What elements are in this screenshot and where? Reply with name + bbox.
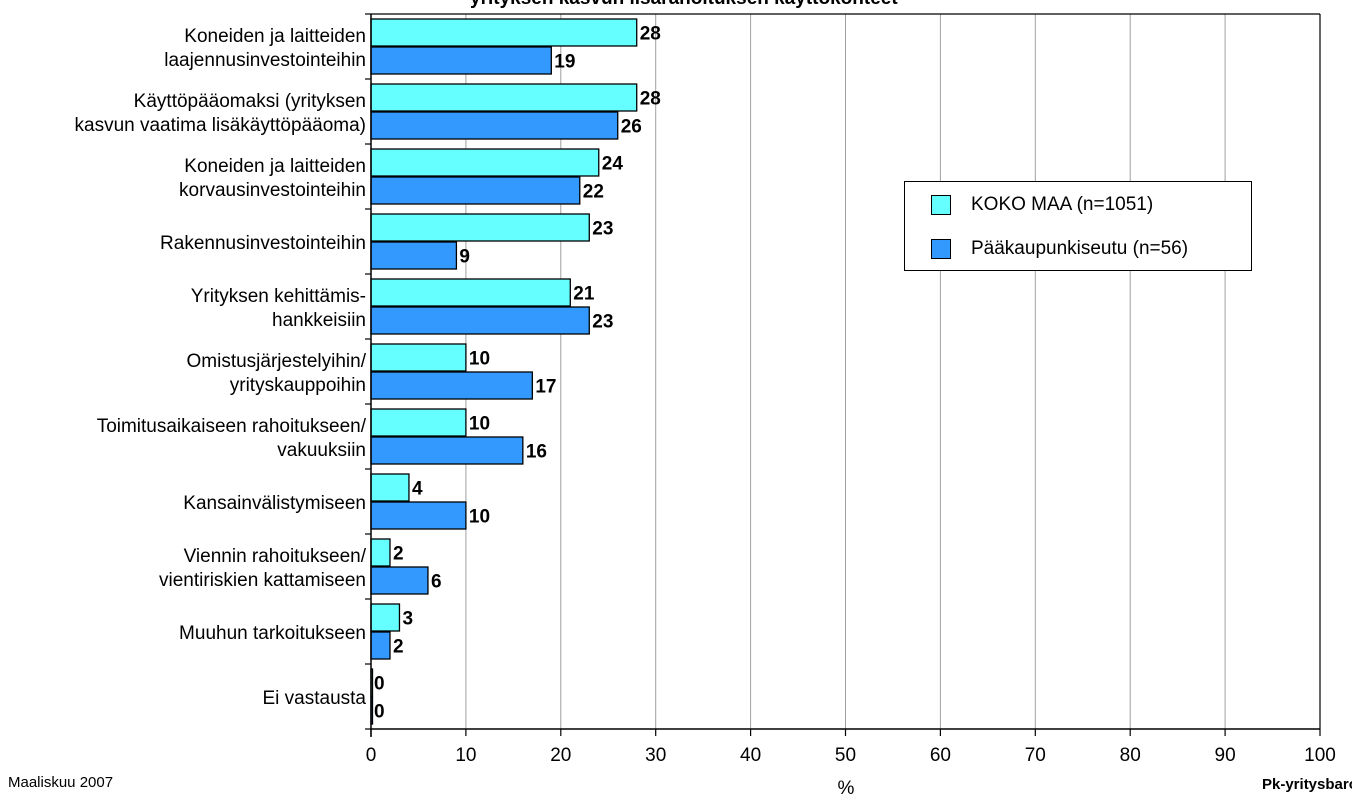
bar-koko-maa (370, 603, 401, 632)
data-label: 23 (592, 219, 613, 240)
category-label-line: Toimitusaikaiseen rahoitukseen/ (96, 415, 366, 437)
bar-paakaupunkiseutu (370, 176, 581, 205)
bar-paakaupunkiseutu (370, 436, 524, 465)
category-label-line: Käyttöpääomaksi (yrityksen (133, 90, 366, 112)
data-label: 10 (469, 507, 490, 528)
data-label: 26 (621, 117, 642, 138)
category-label-line: korvausinvestointeihin (179, 179, 366, 201)
category-label-line: Koneiden ja laitteiden (184, 155, 366, 177)
category-label-line: hankkeisiin (272, 309, 366, 331)
x-tick-label: 70 (1025, 745, 1046, 766)
data-label: 21 (573, 284, 595, 305)
footer-date: Maaliskuu 2007 (8, 774, 114, 791)
data-label: 10 (469, 414, 490, 435)
legend-swatch-paakaupunkiseutu (931, 239, 951, 259)
x-tick-label: 40 (740, 745, 761, 766)
category-label: Koneiden ja laitteiden korvausinvestointe… (0, 155, 366, 203)
data-label: 16 (526, 442, 547, 463)
x-tick-label: 20 (550, 745, 571, 766)
bar-paakaupunkiseutu (370, 306, 590, 335)
legend-label-koko-maa: KOKO MAA (n=1051) (971, 194, 1154, 215)
x-axis-label: % (838, 778, 855, 794)
category-label: Omistusjärjestelyihin/yrityskauppoihin (0, 350, 367, 398)
data-label: 2 (393, 544, 404, 565)
data-label: 22 (583, 182, 604, 203)
data-label: 24 (602, 154, 624, 175)
bar-paakaupunkiseutu (370, 501, 467, 530)
category-label: Yrityksen kehittämis-hankkeisiin (0, 285, 366, 333)
bar-koko-maa (370, 148, 600, 177)
x-tick-label: 0 (366, 745, 377, 766)
category-label-line: Rakennusinvestointeihin (160, 232, 366, 254)
category-label: Toimitusaikaiseen rahoitukseen/vakuuksii… (0, 415, 366, 463)
legend-label-paakaupunkiseutu: Pääkaupunkiseutu (n=56) (971, 238, 1189, 259)
x-tick-label: 50 (835, 745, 856, 766)
x-tick-label: 90 (1215, 745, 1236, 766)
bar-paakaupunkiseutu (370, 46, 552, 75)
bar-koko-maa (370, 473, 410, 502)
data-label: 3 (402, 609, 413, 630)
data-label: 28 (640, 24, 661, 45)
footer-source: Pk-yritysbarometri (1262, 776, 1352, 793)
data-label: 23 (592, 312, 613, 333)
data-label: 19 (554, 52, 575, 73)
category-label-line: Kansainvälistymiseen (183, 492, 366, 514)
category-label-line: yrityskauppoihin (229, 374, 366, 396)
bar-koko-maa (370, 18, 638, 47)
legend-item-1: KOKO MAA (n=1051) (931, 194, 1153, 216)
category-label-line: Koneiden ja laitteiden (184, 25, 366, 47)
axes (365, 13, 1321, 737)
legend-item-2: Pääkaupunkiseutu (n=56) (931, 238, 1188, 260)
category-label: Koneiden ja laitteiden laajennusinvestoin… (0, 25, 366, 73)
bar-koko-maa (370, 408, 467, 437)
bar-koko-maa (370, 538, 391, 567)
legend-swatch-koko-maa (931, 195, 951, 215)
data-label: 0 (374, 702, 385, 723)
bar-paakaupunkiseutu (370, 241, 458, 270)
chart-title: yrityksen kasvun lisärahoituksen käyttök… (470, 0, 898, 10)
bar-paakaupunkiseutu (370, 566, 429, 595)
bar-koko-maa (370, 278, 571, 307)
data-label: 28 (640, 89, 661, 110)
category-label-line: Ei vastausta (262, 687, 367, 709)
legend: KOKO MAA (n=1051) Pääkaupunkiseutu (n=56… (904, 181, 1252, 271)
x-tick-label: 80 (1120, 745, 1141, 766)
category-label-line: Yrityksen kehittämis- (190, 285, 366, 307)
bar-paakaupunkiseutu (370, 631, 391, 660)
category-label: Viennin rahoitukseen/vientiriskien katta… (0, 545, 366, 593)
bar-paakaupunkiseutu (370, 371, 533, 400)
bar-paakaupunkiseutu (370, 111, 619, 140)
category-label: Käyttöpääomaksi (yrityksen kasvun vaatima… (0, 90, 366, 138)
category-label: Muuhun tarkoitukseen (0, 622, 366, 646)
data-label: 6 (431, 572, 442, 593)
category-label: Rakennusinvestointeihin (0, 232, 366, 256)
category-label: Kansainvälistymiseen (0, 492, 366, 516)
x-tick-label: 60 (930, 745, 951, 766)
category-label-line: kasvun vaatima lisäkäyttöpääoma) (74, 114, 366, 136)
data-label: 10 (469, 349, 490, 370)
category-label-line: laajennusinvestointeihin (164, 49, 366, 71)
bar-koko-maa (370, 213, 590, 242)
category-label-line: vakuuksiin (277, 439, 366, 461)
data-label: 0 (374, 674, 385, 695)
x-tick-label: 30 (645, 745, 666, 766)
category-label-line: Muuhun tarkoitukseen (179, 622, 366, 644)
bar-koko-maa (370, 83, 638, 112)
category-label: Ei vastausta (0, 687, 367, 711)
data-label: 4 (412, 479, 423, 500)
bar-koko-maa (370, 343, 467, 372)
tick-labels: 0 10 20 30 40 50 60 70 80 90 100 (366, 745, 1336, 766)
category-label-line: Omistusjärjestelyihin/ (186, 350, 367, 372)
category-label-line: vientiriskien kattamiseen (159, 569, 366, 591)
data-label: 17 (535, 377, 556, 398)
category-label-line: Viennin rahoitukseen/ (183, 545, 366, 567)
x-tick-label: 10 (455, 745, 476, 766)
data-label: 9 (459, 247, 470, 268)
x-tick-label: 100 (1304, 745, 1336, 766)
bars (370, 18, 638, 725)
data-label: 2 (393, 637, 404, 658)
